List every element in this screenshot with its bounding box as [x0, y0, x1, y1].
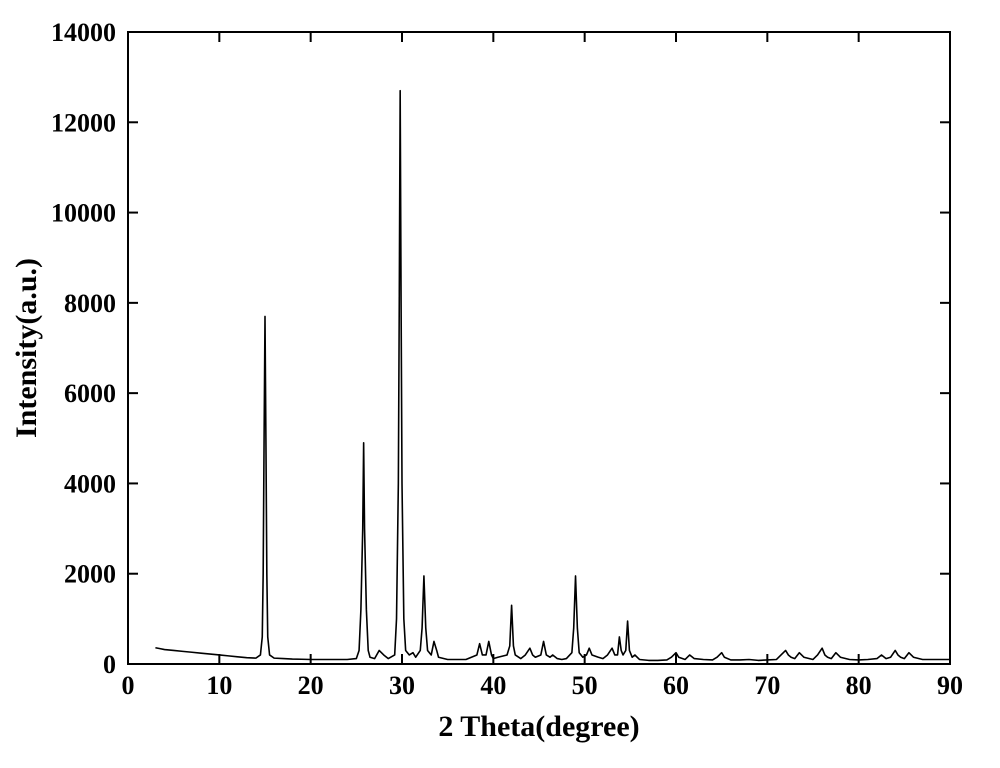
x-tick-label: 60	[663, 671, 689, 700]
y-tick-label: 6000	[64, 379, 116, 408]
x-tick-label: 0	[122, 671, 135, 700]
x-axis-label: 2 Theta(degree)	[438, 710, 639, 743]
y-tick-label: 2000	[64, 560, 116, 589]
x-tick-label: 90	[937, 671, 963, 700]
x-tick-label: 80	[846, 671, 872, 700]
x-tick-label: 70	[754, 671, 780, 700]
x-tick-label: 30	[389, 671, 415, 700]
y-tick-label: 4000	[64, 469, 116, 498]
y-tick-label: 14000	[51, 18, 116, 47]
xrd-chart-svg: 0 10 20 30 40 50 60 70 80 90 0 2000 4000 6000 8000 100…	[0, 0, 1000, 768]
y-tick-label: 10000	[51, 199, 116, 228]
y-tick-label: 0	[103, 650, 116, 679]
y-axis-label: Intensity(a.u.)	[10, 258, 43, 438]
x-tick-label: 40	[480, 671, 506, 700]
y-tick-label: 12000	[51, 108, 116, 137]
xrd-data-line	[155, 91, 950, 661]
y-tick-label: 8000	[64, 289, 116, 318]
x-tick-label: 20	[298, 671, 324, 700]
y-ticks: 0 2000 4000 6000 8000 10000 12000 14000	[51, 18, 950, 679]
xrd-figure: 0 10 20 30 40 50 60 70 80 90 0 2000 4000 6000 8000 100…	[0, 0, 1000, 768]
plot-frame	[128, 32, 950, 664]
x-ticks: 0 10 20 30 40 50 60 70 80 90	[122, 32, 964, 700]
x-tick-label: 10	[206, 671, 232, 700]
x-tick-label: 50	[572, 671, 598, 700]
